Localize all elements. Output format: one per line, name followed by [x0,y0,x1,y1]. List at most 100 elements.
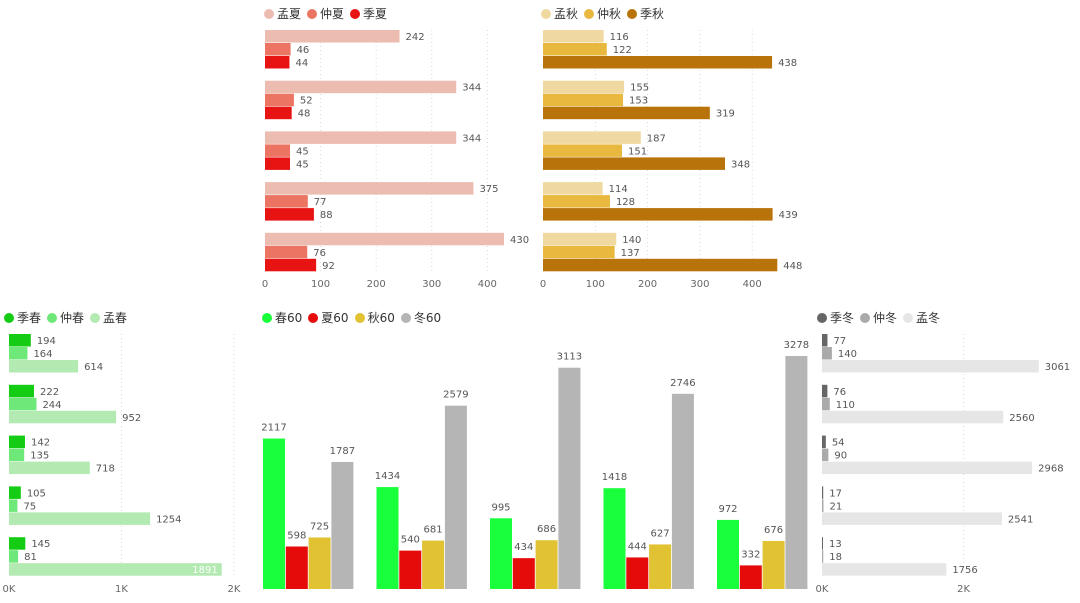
legend-label: 夏60 [321,311,349,325]
autumn-bar [543,93,624,107]
legend-item[interactable]: 孟春 [90,309,127,326]
summer-bar [265,30,400,43]
legend-dot [627,8,638,19]
main-column-bar [399,550,422,589]
winter-bar [822,435,826,449]
autumn-bar [543,258,778,272]
main-data-label: 681 [424,525,443,536]
winter-bar [822,360,1039,373]
autumn-bar [543,144,622,157]
main-column-bar [490,518,512,589]
legend-dot [860,312,871,323]
winter-bar [822,486,824,499]
legend-label: 仲夏 [320,7,345,21]
autumn-tick-label: 100 [586,279,605,290]
summer-tick-label: 0 [262,279,268,290]
legend-item[interactable]: 夏60 [308,309,349,326]
legend-label: 冬60 [413,311,442,325]
legend-label: 仲冬 [873,311,898,325]
legend-label: 仲春 [60,311,85,325]
legend-item[interactable]: 季春 [4,309,41,326]
main-data-label: 2579 [443,390,468,401]
main-column-bar [512,558,535,589]
autumn-data-label: 448 [783,261,802,272]
winter-data-label: 13 [829,539,842,550]
autumn-bar [543,245,615,259]
autumn-bar [543,56,773,69]
summer-data-label: 88 [320,210,333,221]
main-data-label: 676 [764,525,783,536]
winter-bar [822,550,824,563]
summer-bar [265,195,308,208]
main-column-bar [762,540,785,589]
autumn-bar [543,195,610,208]
legend-dot [350,8,361,19]
winter-data-label: 2968 [1038,464,1063,475]
autumn-tick-label: 400 [743,279,762,290]
legend-item[interactable]: 秋60 [354,309,395,326]
legend-item[interactable]: 春60 [262,309,302,326]
winter-data-label: 76 [833,387,846,398]
legend-item[interactable]: 仲冬 [860,309,897,326]
winter-data-label: 3061 [1045,362,1070,373]
legend-winter: 季冬 仲冬 孟冬 [817,309,946,326]
autumn-bar [543,43,607,56]
summer-data-label: 76 [313,248,326,259]
winter-data-label: 77 [833,336,846,347]
spring-bar [9,360,79,373]
spring-bar [9,550,19,563]
summer-tick-label: 200 [367,279,386,290]
main-column-bar [785,356,808,589]
winter-bar [822,384,828,398]
main-data-label: 444 [628,541,647,552]
legend-item[interactable]: 季秋 [627,5,664,22]
autumn-data-label: 122 [613,45,632,56]
autumn-data-label: 155 [630,83,649,94]
autumn-data-label: 114 [609,184,628,195]
autumn-data-label: 348 [731,159,750,170]
autumn-data-label: 128 [616,197,635,208]
main-column-bar [263,438,285,589]
legend-item[interactable]: 季夏 [350,5,387,22]
spring-data-label: 145 [31,539,50,550]
winter-tick-label: 2K [957,584,970,595]
winter-bar [822,537,823,550]
legend-main: 春60 夏60 秋60 冬60 [262,309,447,326]
legend-label: 季夏 [363,7,388,21]
summer-bar [265,56,290,69]
autumn-tick-label: 200 [638,279,657,290]
spring-data-label: 75 [23,501,36,512]
winter-bar [822,461,1033,475]
spring-bar [9,347,28,360]
autumn-bar [543,131,641,144]
main-data-label: 627 [651,528,670,539]
autumn-data-label: 140 [622,235,641,246]
spring-tick-label: 0K [3,584,16,595]
summer-data-label: 242 [406,32,425,43]
autumn-data-label: 137 [621,248,640,259]
legend-dot [307,8,318,19]
legend-item[interactable]: 孟冬 [903,309,940,326]
legend-label: 孟夏 [277,7,302,21]
main-column-bar [422,540,445,589]
winter-data-label: 90 [834,451,847,462]
spring-bar [9,461,90,475]
main-column-bar [308,537,331,589]
legend-spring: 季春 仲春 孟春 [4,309,133,326]
summer-tick-label: 100 [311,279,330,290]
winter-bar [822,499,824,512]
legend-item[interactable]: 仲秋 [584,5,621,22]
winter-data-label: 17 [829,488,842,499]
legend-item[interactable]: 冬60 [400,309,442,326]
main-data-label: 686 [537,524,556,535]
spring-bar [9,397,37,411]
legend-item[interactable]: 孟秋 [541,5,578,22]
legend-item[interactable]: 仲春 [47,309,84,326]
winter-data-label: 21 [829,501,842,512]
legend-item[interactable]: 孟夏 [264,5,301,22]
autumn-data-label: 438 [778,58,797,69]
legend-dot [584,8,595,19]
legend-item[interactable]: 仲夏 [307,5,344,22]
legend-item[interactable]: 季冬 [817,309,854,326]
summer-data-label: 430 [510,235,529,246]
